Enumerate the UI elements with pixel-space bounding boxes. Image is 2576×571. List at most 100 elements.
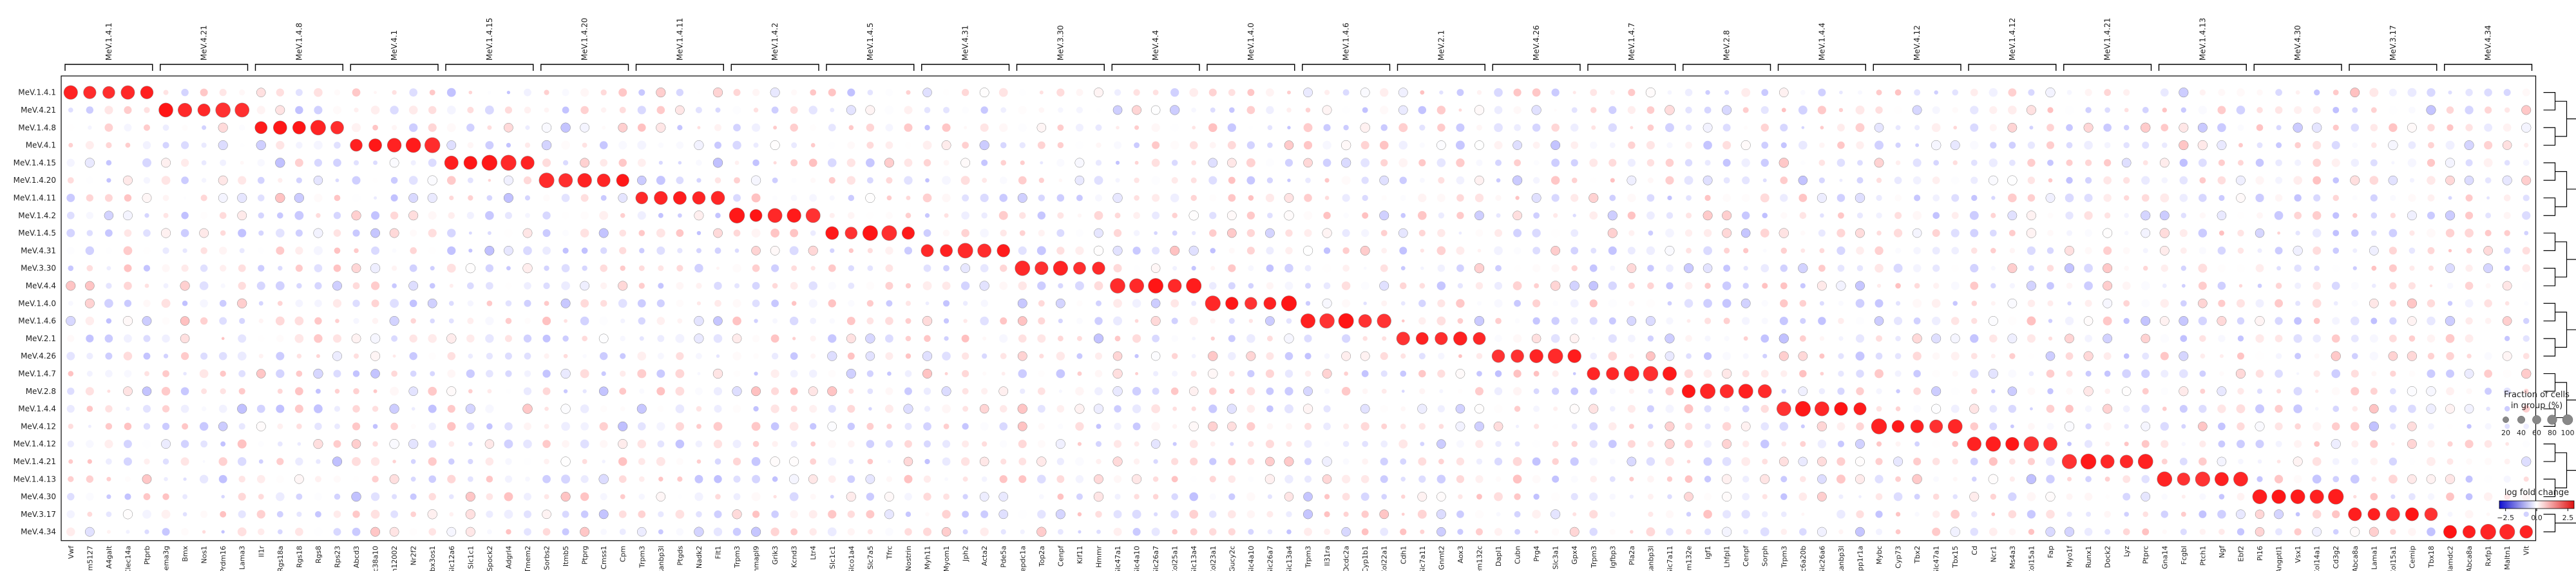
dot xyxy=(2161,458,2168,465)
dot xyxy=(1738,384,1753,399)
dot xyxy=(1000,229,1007,237)
dot xyxy=(1515,196,1520,200)
dot xyxy=(734,283,740,288)
dot xyxy=(1875,474,1884,483)
dot xyxy=(1875,510,1883,518)
dot xyxy=(1340,140,1351,151)
dot xyxy=(1246,404,1255,413)
group-bracket-label: MeV.1.4.15 xyxy=(485,18,494,61)
dot xyxy=(294,474,304,484)
dot xyxy=(258,318,263,324)
dot xyxy=(277,423,283,429)
dot xyxy=(87,459,92,464)
color-legend: log fold change −2.5 0.0 2.5 xyxy=(2497,488,2575,522)
dot xyxy=(1303,158,1313,168)
group-bracket-label: MeV.4.30 xyxy=(2293,25,2302,61)
dot xyxy=(66,281,76,291)
dot xyxy=(1265,316,1275,326)
dot xyxy=(1722,422,1732,431)
dot xyxy=(2103,228,2113,238)
dot xyxy=(1874,316,1884,326)
dot-matrix: MeV.1.4.1MeV.4.21MeV.1.4.8MeV.4.1MeV.1.4… xyxy=(14,75,2537,571)
gene-label: Dcdc2a xyxy=(1342,546,1351,571)
dot xyxy=(901,227,915,240)
plot-frame xyxy=(61,75,2537,541)
gene-label: Ngf xyxy=(2218,545,2226,558)
dot xyxy=(847,88,855,97)
dot xyxy=(1758,384,1772,398)
dot xyxy=(297,442,301,446)
dot xyxy=(86,176,93,184)
dot xyxy=(678,213,682,218)
dot xyxy=(1932,527,1941,536)
dot xyxy=(240,142,245,148)
dot xyxy=(1723,406,1730,412)
dot xyxy=(2067,301,2072,306)
dot xyxy=(237,527,247,537)
gene-label: Myom1 xyxy=(942,546,951,571)
dot xyxy=(1762,458,1768,465)
dot xyxy=(772,283,778,289)
dot xyxy=(1229,388,1235,395)
gene-label: Adgrl4 xyxy=(504,546,513,569)
dot xyxy=(275,281,285,290)
dot xyxy=(1267,529,1273,535)
dot xyxy=(1037,211,1046,220)
dot xyxy=(790,405,797,413)
gene-label: Gpx4 xyxy=(1570,546,1579,565)
dot xyxy=(1817,106,1826,115)
dot xyxy=(68,459,73,464)
dot xyxy=(844,227,858,239)
dot xyxy=(1056,247,1065,255)
dot xyxy=(1342,247,1350,254)
dot xyxy=(1760,527,1770,537)
dot xyxy=(2008,106,2017,115)
dot xyxy=(789,456,799,467)
dot xyxy=(1894,194,1902,201)
dot xyxy=(1895,512,1901,517)
dot xyxy=(2465,264,2473,272)
dot xyxy=(1837,141,1845,149)
dot xyxy=(446,333,457,344)
dot xyxy=(2276,125,2282,131)
dot xyxy=(562,247,569,254)
dot xyxy=(544,353,549,359)
dot xyxy=(143,335,151,342)
dot xyxy=(1077,213,1082,218)
dot xyxy=(1665,158,1674,167)
dot xyxy=(696,160,702,166)
dot xyxy=(428,334,437,343)
dot xyxy=(1570,141,1579,149)
dot xyxy=(618,122,628,133)
dot xyxy=(1552,424,1558,429)
dot xyxy=(2179,88,2189,98)
dot xyxy=(2238,458,2244,465)
dot xyxy=(161,509,171,519)
dot xyxy=(1683,263,1694,274)
dot xyxy=(85,141,94,150)
dot xyxy=(1018,509,1027,519)
dot xyxy=(353,476,359,482)
dot xyxy=(867,458,873,465)
dot xyxy=(2045,88,2056,98)
dot xyxy=(1398,105,1408,115)
dot xyxy=(1266,335,1273,342)
dot xyxy=(2046,370,2055,378)
dot xyxy=(1991,196,1996,200)
dot xyxy=(1227,123,1236,132)
dot xyxy=(1036,527,1047,537)
dot xyxy=(1875,335,1883,342)
dot xyxy=(2407,88,2417,97)
dot xyxy=(847,212,855,220)
dot xyxy=(67,177,74,184)
dot xyxy=(1246,247,1255,255)
dot xyxy=(751,457,761,466)
dot xyxy=(2009,248,2016,254)
dot xyxy=(1246,141,1255,149)
dot xyxy=(1475,282,1484,290)
dot xyxy=(1705,89,1710,95)
dot xyxy=(1990,493,1996,500)
dot xyxy=(848,282,855,289)
dot xyxy=(2218,299,2226,307)
dot xyxy=(142,158,151,167)
